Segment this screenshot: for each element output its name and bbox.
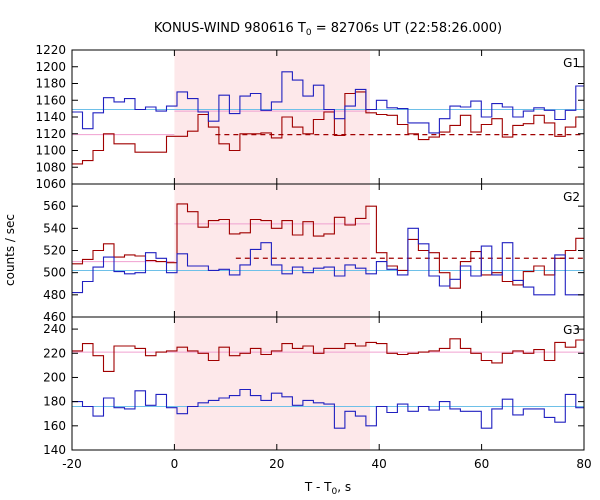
- y-tick-label: 200: [43, 370, 66, 384]
- x-tick-label: 40: [372, 457, 387, 471]
- y-tick-label: 180: [43, 395, 66, 409]
- panel-3-label: G3: [563, 323, 580, 337]
- panel-2-series-blue: [72, 227, 584, 296]
- y-tick-label: 1200: [35, 60, 66, 74]
- y-tick-label: 220: [43, 346, 66, 360]
- y-tick-label: 500: [43, 266, 66, 280]
- panels-group: 1060 1080 1100 1120 1140 1160 1180 1200 1220 G1 46…: [35, 43, 591, 471]
- y-tick-label: 540: [43, 221, 66, 235]
- y-tick-label: 160: [43, 419, 66, 433]
- y-tick-label: 1120: [35, 127, 66, 141]
- y-tick-label: 1140: [35, 110, 66, 124]
- y-tick-label: 1220: [35, 43, 66, 57]
- y-tick-label: 240: [43, 322, 66, 336]
- y-tick-label: 460: [43, 310, 66, 324]
- panel-2-series-dark-red: [72, 203, 584, 289]
- panel-3-series-blue: [72, 388, 584, 429]
- x-tick-label: 60: [474, 457, 489, 471]
- y-tick-label: 480: [43, 288, 66, 302]
- panel-3-series-dark-red: [72, 338, 584, 372]
- y-tick-label: 560: [43, 199, 66, 213]
- y-tick-label: 1100: [35, 144, 66, 158]
- y-tick-label: 1080: [35, 160, 66, 174]
- x-tick-label: -20: [62, 457, 82, 471]
- panel-1-series-dark-red: [72, 91, 584, 165]
- panel-3-frame: [71, 316, 585, 451]
- x-tick-label: 80: [576, 457, 591, 471]
- panel-2-plot-area: [72, 203, 584, 296]
- y-tick-label: 520: [43, 244, 66, 258]
- panel-1-label: G1: [563, 56, 580, 70]
- x-axis-label: T - T0, s: [304, 480, 351, 497]
- panel-1-series-blue: [72, 71, 584, 134]
- panel-2-label: G2: [563, 190, 580, 204]
- chart-title: KONUS-WIND 980616 T0 = 82706s UT (22:58:…: [154, 21, 502, 38]
- panel-3-plot-area: [72, 338, 584, 429]
- panel-1-plot-area: [72, 71, 584, 165]
- x-tick-label: 0: [171, 457, 179, 471]
- highlight-interval: [174, 50, 370, 450]
- y-tick-label: 1160: [35, 93, 66, 107]
- x-tick-label: 20: [269, 457, 284, 471]
- y-tick-label: 1180: [35, 77, 66, 91]
- y-tick-label: 140: [43, 443, 66, 457]
- y-axis-label: counts / sec: [3, 214, 17, 286]
- y-tick-label: 1060: [35, 177, 66, 191]
